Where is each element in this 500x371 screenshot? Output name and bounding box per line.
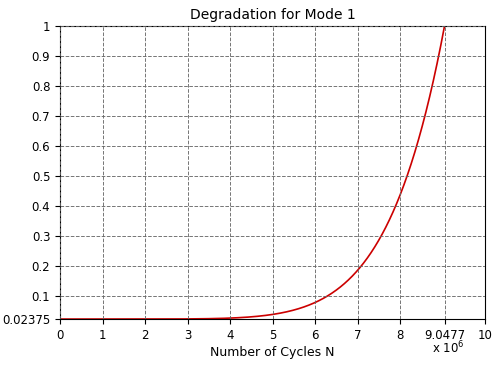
X-axis label: Number of Cycles N: Number of Cycles N [210,346,335,359]
Text: x 10$^6$: x 10$^6$ [432,339,465,356]
Title: Degradation for Mode 1: Degradation for Mode 1 [190,8,356,22]
